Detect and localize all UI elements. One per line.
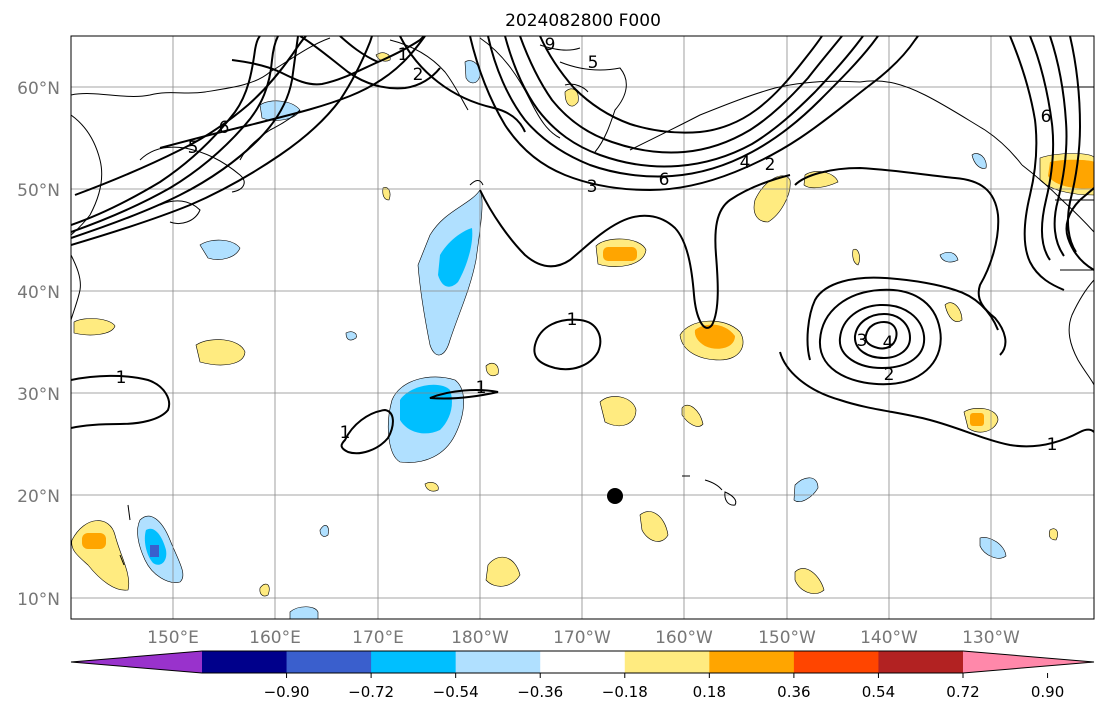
contour-label: 3 xyxy=(857,331,868,351)
lat-label: 10°N xyxy=(17,590,60,610)
contour-label: 9 xyxy=(545,35,556,55)
colorbar-segment xyxy=(540,651,626,673)
colorbar-tick-label: −0.72 xyxy=(348,683,394,701)
latitude-labels: 60°N 50°N 40°N 30°N 20°N 10°N xyxy=(17,79,60,610)
contour-labels: 1 1 1 1 1 1 2 2 2 3 3 4 4 5 5 6 6 6 9 xyxy=(116,35,1058,455)
map-panel: 1 1 1 1 1 1 2 2 2 3 3 4 4 5 5 6 6 6 9 xyxy=(70,35,1095,620)
colorbar-segment xyxy=(963,651,1094,673)
map-frame xyxy=(70,35,1095,620)
lon-label: 150°E xyxy=(147,628,199,648)
lon-label: 170°W xyxy=(553,628,611,648)
contour-label: 4 xyxy=(883,333,894,353)
contour-label: 1 xyxy=(398,45,409,65)
colorbar-segment xyxy=(286,651,372,673)
contour-label: 1 xyxy=(1047,435,1058,455)
contour-label: 1 xyxy=(567,310,578,330)
colorbar-segment xyxy=(371,651,457,673)
colorbar-tick-label: −0.18 xyxy=(602,683,648,701)
colorbar-tick-label: 0.18 xyxy=(693,683,726,701)
contour-label: 3 xyxy=(587,177,598,197)
contour-label: 6 xyxy=(1041,107,1052,127)
contour-label: 4 xyxy=(740,153,751,173)
lon-label: 130°W xyxy=(962,628,1020,648)
lon-label: 160°W xyxy=(655,628,713,648)
contour-label: 1 xyxy=(116,368,127,388)
lon-label: 160°E xyxy=(249,628,301,648)
lat-label: 30°N xyxy=(17,385,60,405)
colorbar-segment xyxy=(202,651,288,673)
colorbar-outline xyxy=(70,650,1095,674)
lon-label: 150°W xyxy=(758,628,816,648)
contour-label: 1 xyxy=(340,423,351,443)
colorbar-tick-label: 0.54 xyxy=(862,683,895,701)
colorbar-tick-label: −0.36 xyxy=(517,683,563,701)
contour-label: 5 xyxy=(188,138,199,158)
lon-label: 140°W xyxy=(860,628,918,648)
lon-label: 180°W xyxy=(451,628,509,648)
colorbar-tick-label: 0.36 xyxy=(777,683,810,701)
colorbar-segment xyxy=(624,651,710,673)
contour-lines xyxy=(71,36,1094,455)
contour-label: 2 xyxy=(413,65,424,85)
contour-label: 6 xyxy=(659,170,670,190)
colorbar-segment xyxy=(71,651,202,673)
lat-label: 20°N xyxy=(17,487,60,507)
contour-label: 6 xyxy=(219,118,230,138)
colorbar-tick-label: 0.90 xyxy=(1031,683,1064,701)
lat-label: 50°N xyxy=(17,181,60,201)
colorbar-tick-label: 0.72 xyxy=(946,683,979,701)
marker-point xyxy=(607,488,623,504)
lat-label: 60°N xyxy=(17,79,60,99)
positive-anomaly-shading xyxy=(71,52,1094,597)
colorbar: −0.90 −0.72 −0.54 −0.36 −0.18 0.18 0.36 0.54 0.7… xyxy=(70,650,1095,701)
colorbar-tick-label: −0.90 xyxy=(264,683,310,701)
lat-label: 40°N xyxy=(17,283,60,303)
colorbar-segment xyxy=(455,651,541,673)
longitude-labels: 150°E 160°E 170°E 180°W 170°W 160°W 150°… xyxy=(147,628,1020,648)
colorbar-segment xyxy=(878,651,964,673)
coastlines xyxy=(71,37,1094,566)
colorbar-tick-label: −0.54 xyxy=(433,683,479,701)
colorbar-segment xyxy=(793,651,879,673)
negative-anomaly-shading xyxy=(137,60,1007,619)
lon-label: 170°E xyxy=(352,628,404,648)
contour-label: 2 xyxy=(765,155,776,175)
map-title: 2024082800 F000 xyxy=(505,11,661,31)
contour-label: 2 xyxy=(884,365,895,385)
contour-label: 5 xyxy=(588,53,599,73)
colorbar-segment xyxy=(709,651,795,673)
contour-label: 1 xyxy=(476,378,487,398)
